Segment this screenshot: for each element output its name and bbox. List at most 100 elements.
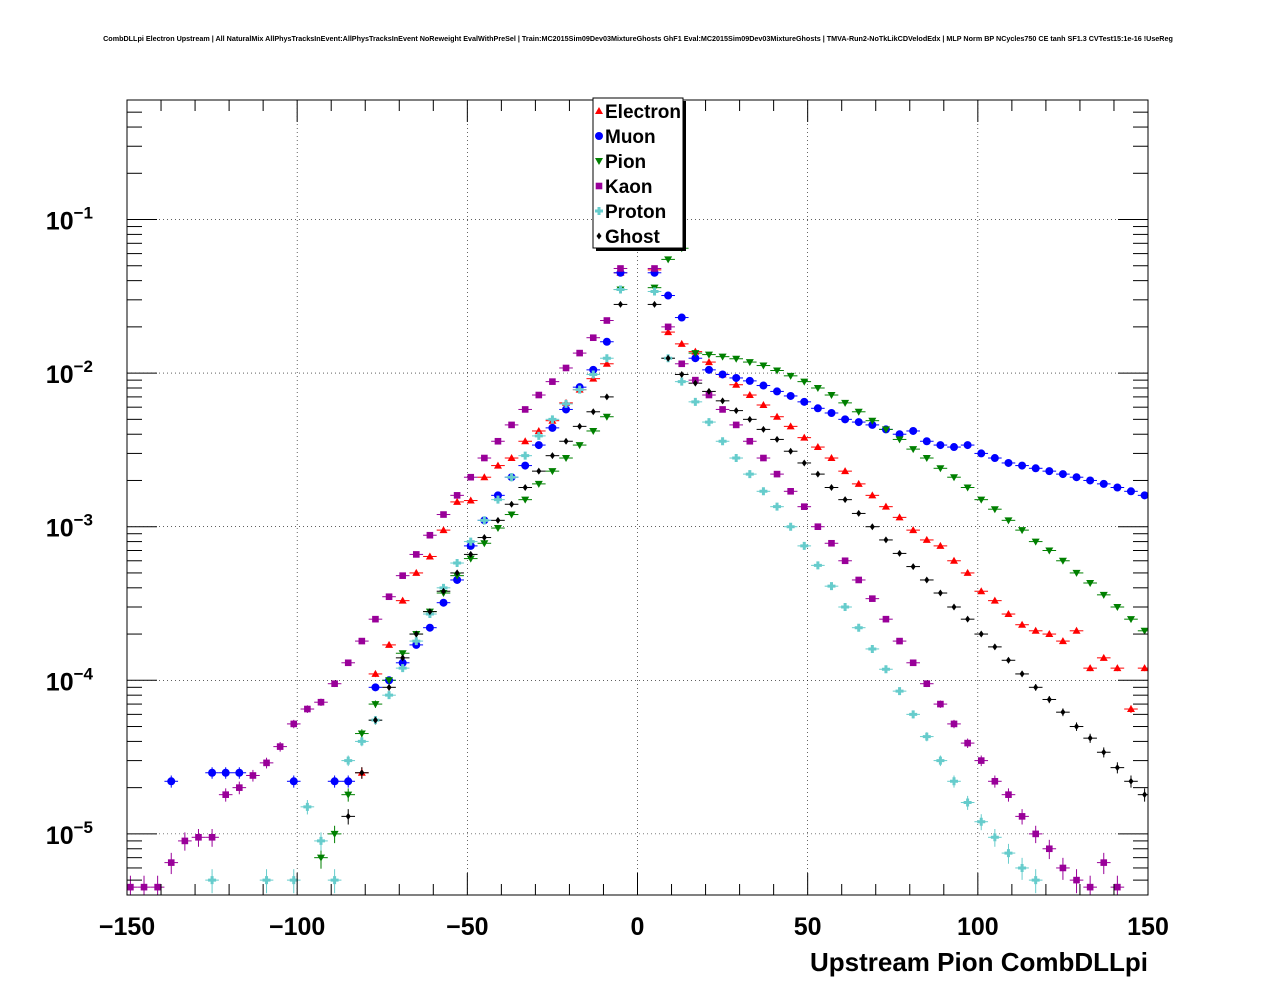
ghost-point — [828, 483, 834, 491]
ghost-point — [372, 716, 378, 724]
proton-point — [262, 876, 271, 885]
muon-point — [1113, 483, 1122, 492]
y-tick-label: 10−5 — [46, 818, 93, 850]
pion-point — [602, 413, 611, 421]
kaon-point — [1032, 830, 1039, 838]
kaon-point — [1086, 883, 1094, 891]
ghost-point — [856, 509, 862, 517]
ghost-point — [665, 354, 671, 362]
electron-point — [480, 473, 489, 481]
ghost-point — [1060, 708, 1066, 716]
kaon-point — [760, 454, 767, 462]
kaon-point — [678, 360, 686, 368]
proton-point — [1004, 849, 1013, 858]
kaon-point — [263, 759, 270, 767]
legend-electron-marker — [595, 107, 603, 114]
muon-point — [425, 623, 434, 632]
muon-point — [235, 768, 244, 777]
kaon-point — [222, 791, 229, 798]
ghost-point — [774, 435, 780, 443]
kaon-point — [385, 593, 393, 601]
electron-point — [677, 339, 686, 347]
muon-point — [398, 658, 407, 667]
proton-point — [1031, 876, 1040, 885]
kaon-point — [195, 834, 202, 841]
proton-point — [616, 285, 625, 294]
kaon-point — [249, 772, 257, 779]
kaon-point — [664, 323, 672, 331]
pion-point — [963, 484, 972, 492]
proton-point — [289, 876, 298, 885]
x-tick-label: 100 — [957, 913, 999, 941]
pion-point — [759, 362, 768, 370]
ghost-point — [1114, 764, 1120, 772]
legend-box — [592, 97, 684, 249]
kaon-point — [896, 637, 903, 645]
electron-point — [493, 461, 502, 469]
y-tick-label: 10−1 — [46, 204, 93, 236]
legend: Electron Muon Pion Kaon Proton Ghost — [592, 97, 686, 251]
proton-point — [977, 817, 986, 826]
kaon-point — [412, 551, 420, 558]
muon-point — [344, 777, 353, 786]
pion-point — [1099, 591, 1108, 599]
ghost-point — [359, 769, 365, 777]
electron-point — [1045, 630, 1054, 638]
proton-point — [936, 756, 945, 765]
legend-kaon-label: Kaon — [605, 177, 653, 198]
ghost-point — [604, 393, 610, 401]
proton-point — [330, 876, 339, 885]
electron-point — [950, 556, 959, 564]
proton-point — [589, 370, 598, 379]
muon-point — [1086, 476, 1095, 485]
ghost-point — [747, 415, 753, 423]
ghost-point — [924, 576, 930, 584]
kaon-point — [276, 743, 284, 750]
pion-point — [344, 791, 353, 799]
electron-point — [385, 640, 394, 648]
muon-point — [493, 491, 502, 500]
kaon-point — [290, 720, 298, 728]
kaon-point — [964, 739, 971, 747]
kaon-point — [719, 406, 726, 413]
proton-point — [895, 687, 904, 696]
electron-point — [1072, 626, 1081, 634]
proton-point — [963, 798, 972, 807]
electron-point — [963, 568, 972, 576]
pion-point — [357, 730, 366, 738]
ghost-point — [760, 425, 766, 433]
proton-point — [548, 415, 557, 424]
pion-point — [371, 701, 380, 709]
kaon-point — [1005, 791, 1012, 798]
muon-point — [977, 449, 986, 458]
kaon-point — [304, 705, 311, 713]
electron-point — [1099, 653, 1108, 661]
muon-point — [521, 461, 530, 470]
electron-point — [1058, 637, 1067, 645]
pion-point — [466, 555, 475, 563]
kaon-point — [869, 595, 876, 602]
muon-point — [289, 777, 298, 786]
muon-point — [732, 373, 741, 382]
electron-point — [854, 479, 863, 487]
muon-point — [691, 354, 700, 363]
proton-point — [303, 802, 312, 811]
ghost-point — [1019, 670, 1025, 678]
muon-point — [745, 376, 754, 385]
kaon-point — [167, 859, 175, 866]
proton-point — [507, 473, 516, 482]
pion-point — [936, 465, 945, 473]
proton-point — [562, 399, 571, 408]
pion-point — [398, 650, 407, 658]
electron-point — [909, 526, 918, 534]
kaon-point — [508, 421, 515, 429]
pion-point — [589, 427, 598, 435]
proton-point — [691, 397, 700, 406]
ghost-point — [706, 387, 712, 395]
pion-point — [575, 442, 584, 450]
kaon-point — [828, 539, 835, 547]
kaon-point — [331, 680, 338, 688]
electron-point — [1113, 664, 1122, 672]
kaon-point — [208, 834, 216, 841]
